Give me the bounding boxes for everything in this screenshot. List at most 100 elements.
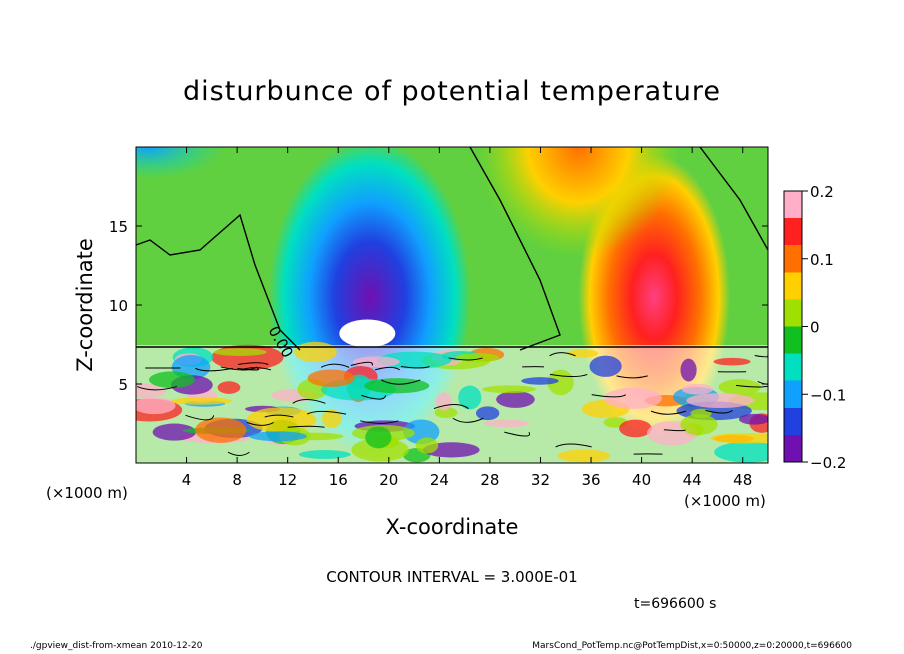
eddy-blob — [458, 385, 482, 410]
eddy-blob — [718, 379, 761, 396]
eddy-blob — [710, 432, 768, 444]
eddy-contour — [360, 420, 399, 424]
colorbar-ticks: 0.2 0.1 0 −0.1 −0.2 — [802, 183, 846, 472]
x-tick-label: 8 — [232, 471, 242, 489]
eddy-contour — [549, 373, 588, 378]
eddy-blob — [557, 449, 611, 463]
x-tick-label: 16 — [329, 471, 348, 489]
eddy-blob — [352, 356, 400, 368]
feature-warm-top — [477, 147, 680, 258]
zero-contour — [136, 147, 768, 351]
eddy-blob — [681, 383, 713, 395]
eddy-contour — [381, 379, 421, 385]
y-tick-label: 15 — [109, 218, 128, 236]
eddy-contour — [452, 417, 484, 423]
y-tick-label: 5 — [118, 376, 128, 394]
eddy-contour — [555, 443, 592, 448]
eddy-blob — [589, 355, 622, 377]
y-axis: 5 10 15 — [109, 218, 768, 394]
eddy-blob — [152, 423, 196, 441]
eddy-blob — [434, 407, 458, 419]
x-tick-label: 12 — [278, 471, 297, 489]
eddy-blob — [307, 369, 355, 387]
eddy-contour — [663, 429, 686, 432]
eddy-blob — [680, 358, 697, 382]
eddy-contour — [361, 394, 387, 400]
eddy-blob — [475, 406, 500, 421]
chart-title: disturbunce of potential temperature — [183, 76, 721, 107]
eddy-blob — [483, 419, 530, 428]
cold-core — [339, 319, 396, 348]
eddy-contour — [227, 451, 250, 457]
eddy-contour — [185, 414, 215, 421]
x-tick-label: 48 — [733, 471, 752, 489]
eddy-contour — [448, 357, 483, 361]
colorbar-tick-label: 0.2 — [810, 183, 834, 201]
eddy-blob — [293, 341, 337, 363]
colorbar-tick-label: 0 — [810, 319, 820, 337]
eddy-blob — [136, 383, 166, 399]
eddy-contour — [306, 410, 347, 415]
eddy-contour — [433, 404, 469, 410]
eddy-contour — [650, 410, 687, 415]
eddy-blob — [249, 431, 307, 442]
eddy-contour — [237, 362, 269, 365]
eddy-contour — [616, 375, 648, 379]
x-unit-right: (×1000 m) — [684, 492, 766, 510]
eddy-contour — [287, 425, 325, 428]
y-tick-label: 10 — [109, 297, 128, 315]
eddy-blob — [567, 349, 599, 358]
eddy-contour — [591, 394, 627, 398]
eddy-blob — [680, 414, 718, 435]
eddy-contour — [735, 384, 768, 388]
x-tick-label: 20 — [379, 471, 398, 489]
eddy-blob — [246, 407, 316, 433]
eddy-blob — [713, 357, 751, 366]
eddy-blob — [619, 419, 652, 438]
feature-cold-corner — [136, 147, 225, 179]
eddy-blob — [351, 438, 409, 462]
eddy-blob — [686, 393, 755, 409]
x-tick-label: 32 — [531, 471, 550, 489]
colorbar-scale — [783, 190, 803, 463]
footer-script-info: ./gpview_dist-from-xmean 2010-12-20 — [30, 641, 203, 651]
x-tick-label: 24 — [430, 471, 449, 489]
eddy-blob — [603, 387, 662, 409]
eddy-contour — [320, 363, 350, 368]
eddy-blob — [714, 441, 768, 463]
eddy-blob — [321, 409, 342, 428]
eddy-blob — [195, 417, 247, 443]
x-tick-label: 4 — [182, 471, 192, 489]
eddy-blob — [738, 413, 768, 425]
eddy-blob — [496, 391, 535, 408]
colorbar: 0.2 0.1 0 −0.1 −0.2 — [783, 183, 846, 472]
eddy-contour — [264, 414, 294, 418]
eddy-blob — [170, 397, 232, 405]
eddy-contour — [549, 352, 576, 357]
eddy-contour — [195, 367, 233, 372]
eddy-blob — [455, 353, 500, 363]
eddy-blob — [482, 385, 536, 394]
colorbar-tick-label: 0.1 — [810, 251, 834, 269]
colorbar-tick-label: −0.2 — [810, 454, 846, 472]
eddy-contour — [220, 366, 258, 371]
eddy-contour — [292, 399, 326, 404]
eddy-blob — [435, 392, 453, 411]
eddy-contour — [705, 409, 733, 414]
eddy-contour — [350, 361, 373, 366]
eddy-blob — [217, 381, 241, 394]
footer-data-source: MarsCond_PotTemp.nc@PotTempDist,x=0:5000… — [532, 641, 852, 651]
eddy-blob — [365, 426, 392, 449]
x-tick-label: 28 — [480, 471, 499, 489]
eddy-contour — [237, 367, 259, 371]
eddy-contour — [374, 366, 401, 371]
eddy-blob — [415, 437, 439, 454]
eddy-contour — [754, 355, 768, 358]
eddy-blob — [148, 371, 195, 389]
x-axis-title: X-coordinate — [386, 515, 519, 539]
x-tick-label: 40 — [632, 471, 651, 489]
time-label: t=696600 s — [634, 596, 717, 612]
eddy-blob — [547, 369, 574, 396]
boundary-layer-eddies — [136, 341, 768, 463]
